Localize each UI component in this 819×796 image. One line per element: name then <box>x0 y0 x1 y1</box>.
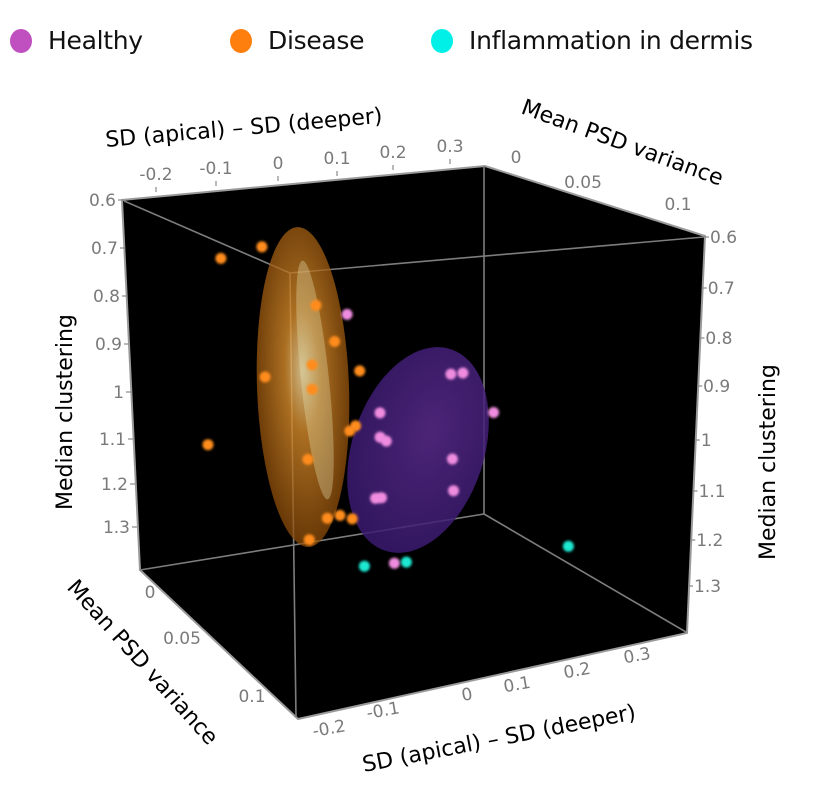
x-tick-bottom: 0.2 <box>562 659 592 683</box>
legend: Healthy Disease Inflammation in dermis <box>0 26 819 66</box>
cube-edge-top-front <box>289 236 705 274</box>
x-tick-bottom: -0.2 <box>311 716 347 741</box>
z-tick-right: 1.3 <box>694 577 721 597</box>
data-point-healthy[interactable] <box>488 407 500 418</box>
z-tick-right: 0.7 <box>708 279 735 299</box>
z-tick-left: 0.7 <box>91 239 118 259</box>
legend-item-inflammation: Inflammation in dermis <box>431 26 753 55</box>
data-points <box>202 241 574 572</box>
data-point-disease[interactable] <box>354 365 366 377</box>
legend-label-disease: Disease <box>268 26 365 55</box>
z-tick-right: 1 <box>701 431 712 451</box>
x-tick-top: -0.1 <box>199 159 232 179</box>
data-point-healthy[interactable] <box>446 453 458 465</box>
data-point-disease[interactable] <box>321 512 333 524</box>
legend-label-healthy: Healthy <box>48 26 143 55</box>
y-tick-top: 0 <box>511 148 522 168</box>
axis-title-z-right: Median clustering <box>756 364 781 560</box>
z-tick-right: 1.2 <box>696 531 723 551</box>
z-tick-right: 0.9 <box>703 377 730 397</box>
data-point-inflammation-in-dermis[interactable] <box>358 560 370 572</box>
z-tick-left: 1.3 <box>103 518 130 538</box>
data-point-healthy[interactable] <box>457 367 469 379</box>
legend-item-healthy: Healthy <box>10 26 143 55</box>
y-tick-bottom: 0.1 <box>238 687 265 707</box>
data-point-disease[interactable] <box>302 453 314 465</box>
x-tick-top: 0 <box>273 154 284 174</box>
y-tick-top: 0.05 <box>564 173 602 193</box>
data-point-disease[interactable] <box>344 425 356 437</box>
z-tick-left: 1.1 <box>99 430 126 450</box>
data-point-healthy[interactable] <box>374 407 386 419</box>
data-point-healthy[interactable] <box>448 485 459 497</box>
disease-ellipsoid <box>256 227 350 547</box>
data-point-healthy[interactable] <box>445 368 457 380</box>
legend-marker-inflammation <box>431 28 453 53</box>
cube-edge-top-left-diagonal <box>123 200 291 274</box>
legend-marker-healthy <box>10 28 32 53</box>
x-tick-bottom: 0.3 <box>622 644 652 668</box>
x-tick-top: -0.2 <box>139 165 172 185</box>
z-tick-left: 1 <box>113 383 124 403</box>
axis-title-x-top: SD (apical) – SD (deeper) <box>104 104 383 153</box>
axis-title-z-left: Median clustering <box>53 314 78 510</box>
x-tick-bottom: -0.1 <box>365 698 401 723</box>
data-point-disease[interactable] <box>334 509 346 521</box>
data-point-disease[interactable] <box>310 299 322 311</box>
data-point-disease[interactable] <box>259 371 271 383</box>
data-point-healthy[interactable] <box>376 492 387 504</box>
cube-edge-bottom-right <box>483 513 687 633</box>
y-tick-bottom: 0.05 <box>163 629 201 649</box>
data-point-disease[interactable] <box>202 439 214 451</box>
x-tick-top: 0.1 <box>323 149 350 169</box>
data-point-healthy[interactable] <box>388 557 400 569</box>
legend-marker-disease <box>230 28 252 53</box>
data-point-healthy[interactable] <box>380 435 392 447</box>
y-tick-top: 0.1 <box>664 195 691 215</box>
z-tick-left: 0.8 <box>93 287 120 307</box>
z-tick-right: 0.8 <box>705 329 732 349</box>
data-point-inflammation-in-dermis[interactable] <box>400 556 412 568</box>
disease-ellipsoid-highlight <box>296 260 334 500</box>
legend-item-disease: Disease <box>230 26 365 55</box>
z-tick-right: 1.1 <box>699 482 726 502</box>
data-point-disease[interactable] <box>306 359 318 371</box>
data-point-disease[interactable] <box>306 383 318 395</box>
tick-labels: -0.2 -0.1 0 0.1 0.2 0.3 -0.2 -0.1 0 0.1 0.2 0.3 0 0.0… <box>89 137 737 742</box>
data-point-disease[interactable] <box>346 513 358 525</box>
z-tick-left: 0.9 <box>95 335 122 355</box>
x-tick-bottom: 0.1 <box>502 673 532 697</box>
z-tick-left: 1.2 <box>101 475 128 495</box>
z-tick-left: 0.6 <box>89 191 116 211</box>
x-tick-top: 0.2 <box>379 143 406 163</box>
y-tick-bottom: 0 <box>145 583 156 603</box>
x-tick-top: 0.3 <box>436 137 463 157</box>
data-point-disease[interactable] <box>303 534 315 546</box>
data-point-healthy[interactable] <box>341 308 353 320</box>
axis-title-y-top: Mean PSD variance <box>518 95 727 191</box>
legend-label-inflammation: Inflammation in dermis <box>469 26 753 55</box>
data-point-disease[interactable] <box>329 336 341 347</box>
z-tick-right: 0.6 <box>710 228 737 248</box>
data-point-disease[interactable] <box>256 241 268 253</box>
axis-title-x-bottom: SD (apical) – SD (deeper) <box>360 700 638 778</box>
data-point-disease[interactable] <box>215 252 227 264</box>
data-point-inflammation-in-dermis[interactable] <box>562 540 574 552</box>
x-tick-bottom: 0 <box>460 684 474 706</box>
